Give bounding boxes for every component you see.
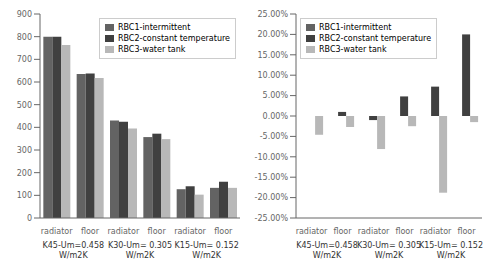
html-text:RBC2-constant temperature: RBC2-constant temperature — [117, 34, 230, 43]
svg-text:K45-Um=0.458W/m2K: K45-Um=0.458W/m2K — [43, 241, 105, 260]
svg-text:-10.00%: -10.00% — [255, 153, 289, 162]
svg-text:900: 900 — [17, 10, 32, 19]
html-text:RBC1-intermittent: RBC1-intermittent — [117, 23, 191, 32]
svg-text:300: 300 — [17, 146, 32, 155]
svg-text:800: 800 — [17, 33, 32, 42]
svg-text:floor: floor — [81, 227, 100, 236]
svg-text:600: 600 — [17, 78, 32, 87]
svg-text:15.00%: 15.00% — [257, 51, 288, 60]
svg-text:700: 700 — [17, 55, 32, 64]
svg-text:100: 100 — [17, 191, 32, 200]
svg-text:K45-Um=0.458W/m2K: K45-Um=0.458W/m2K — [296, 241, 358, 260]
svg-text:floor: floor — [333, 227, 352, 236]
svg-text:400: 400 — [17, 123, 32, 132]
svg-text:radiator: radiator — [107, 227, 139, 236]
svg-text:radiator: radiator — [41, 227, 73, 236]
html-text:RBC3-water tank: RBC3-water tank — [319, 45, 387, 54]
svg-text:K15-Um= 0.152W/m2K: K15-Um= 0.152W/m2K — [175, 241, 239, 260]
svg-text:floor: floor — [457, 227, 476, 236]
svg-text:0: 0 — [27, 214, 32, 223]
svg-text:radiator: radiator — [358, 227, 390, 236]
html-text:RBC2-constant temperature: RBC2-constant temperature — [319, 34, 432, 43]
svg-text:floor: floor — [148, 227, 167, 236]
svg-text:-25.00%: -25.00% — [255, 214, 289, 223]
svg-text:K15-Um= 0.152W/m2K: K15-Um= 0.152W/m2K — [419, 241, 483, 260]
svg-text:K30-Um= 0.305W/m2K: K30-Um= 0.305W/m2K — [108, 241, 172, 260]
svg-text:radiator: radiator — [420, 227, 452, 236]
svg-text:25.00%: 25.00% — [257, 10, 288, 19]
html-text:RBC1-intermittent: RBC1-intermittent — [319, 23, 392, 32]
svg-text:floor: floor — [395, 227, 414, 236]
svg-text:K30-Um= 0.305W/m2K: K30-Um= 0.305W/m2K — [357, 241, 421, 260]
svg-text:0.00%: 0.00% — [263, 112, 289, 121]
svg-text:200: 200 — [17, 169, 32, 178]
svg-text:20.00%: 20.00% — [257, 30, 288, 39]
svg-text:radiator: radiator — [174, 227, 206, 236]
svg-text:-20.00%: -20.00% — [255, 193, 289, 202]
svg-text:500: 500 — [17, 101, 32, 110]
svg-text:-5.00%: -5.00% — [260, 132, 289, 141]
html-text:RBC3-water tank: RBC3-water tank — [117, 45, 186, 54]
svg-text:-15.00%: -15.00% — [255, 173, 289, 182]
svg-text:floor: floor — [214, 227, 233, 236]
svg-text:10.00%: 10.00% — [257, 71, 288, 80]
svg-text:radiator: radiator — [296, 227, 328, 236]
svg-text:5.00%: 5.00% — [263, 91, 289, 100]
